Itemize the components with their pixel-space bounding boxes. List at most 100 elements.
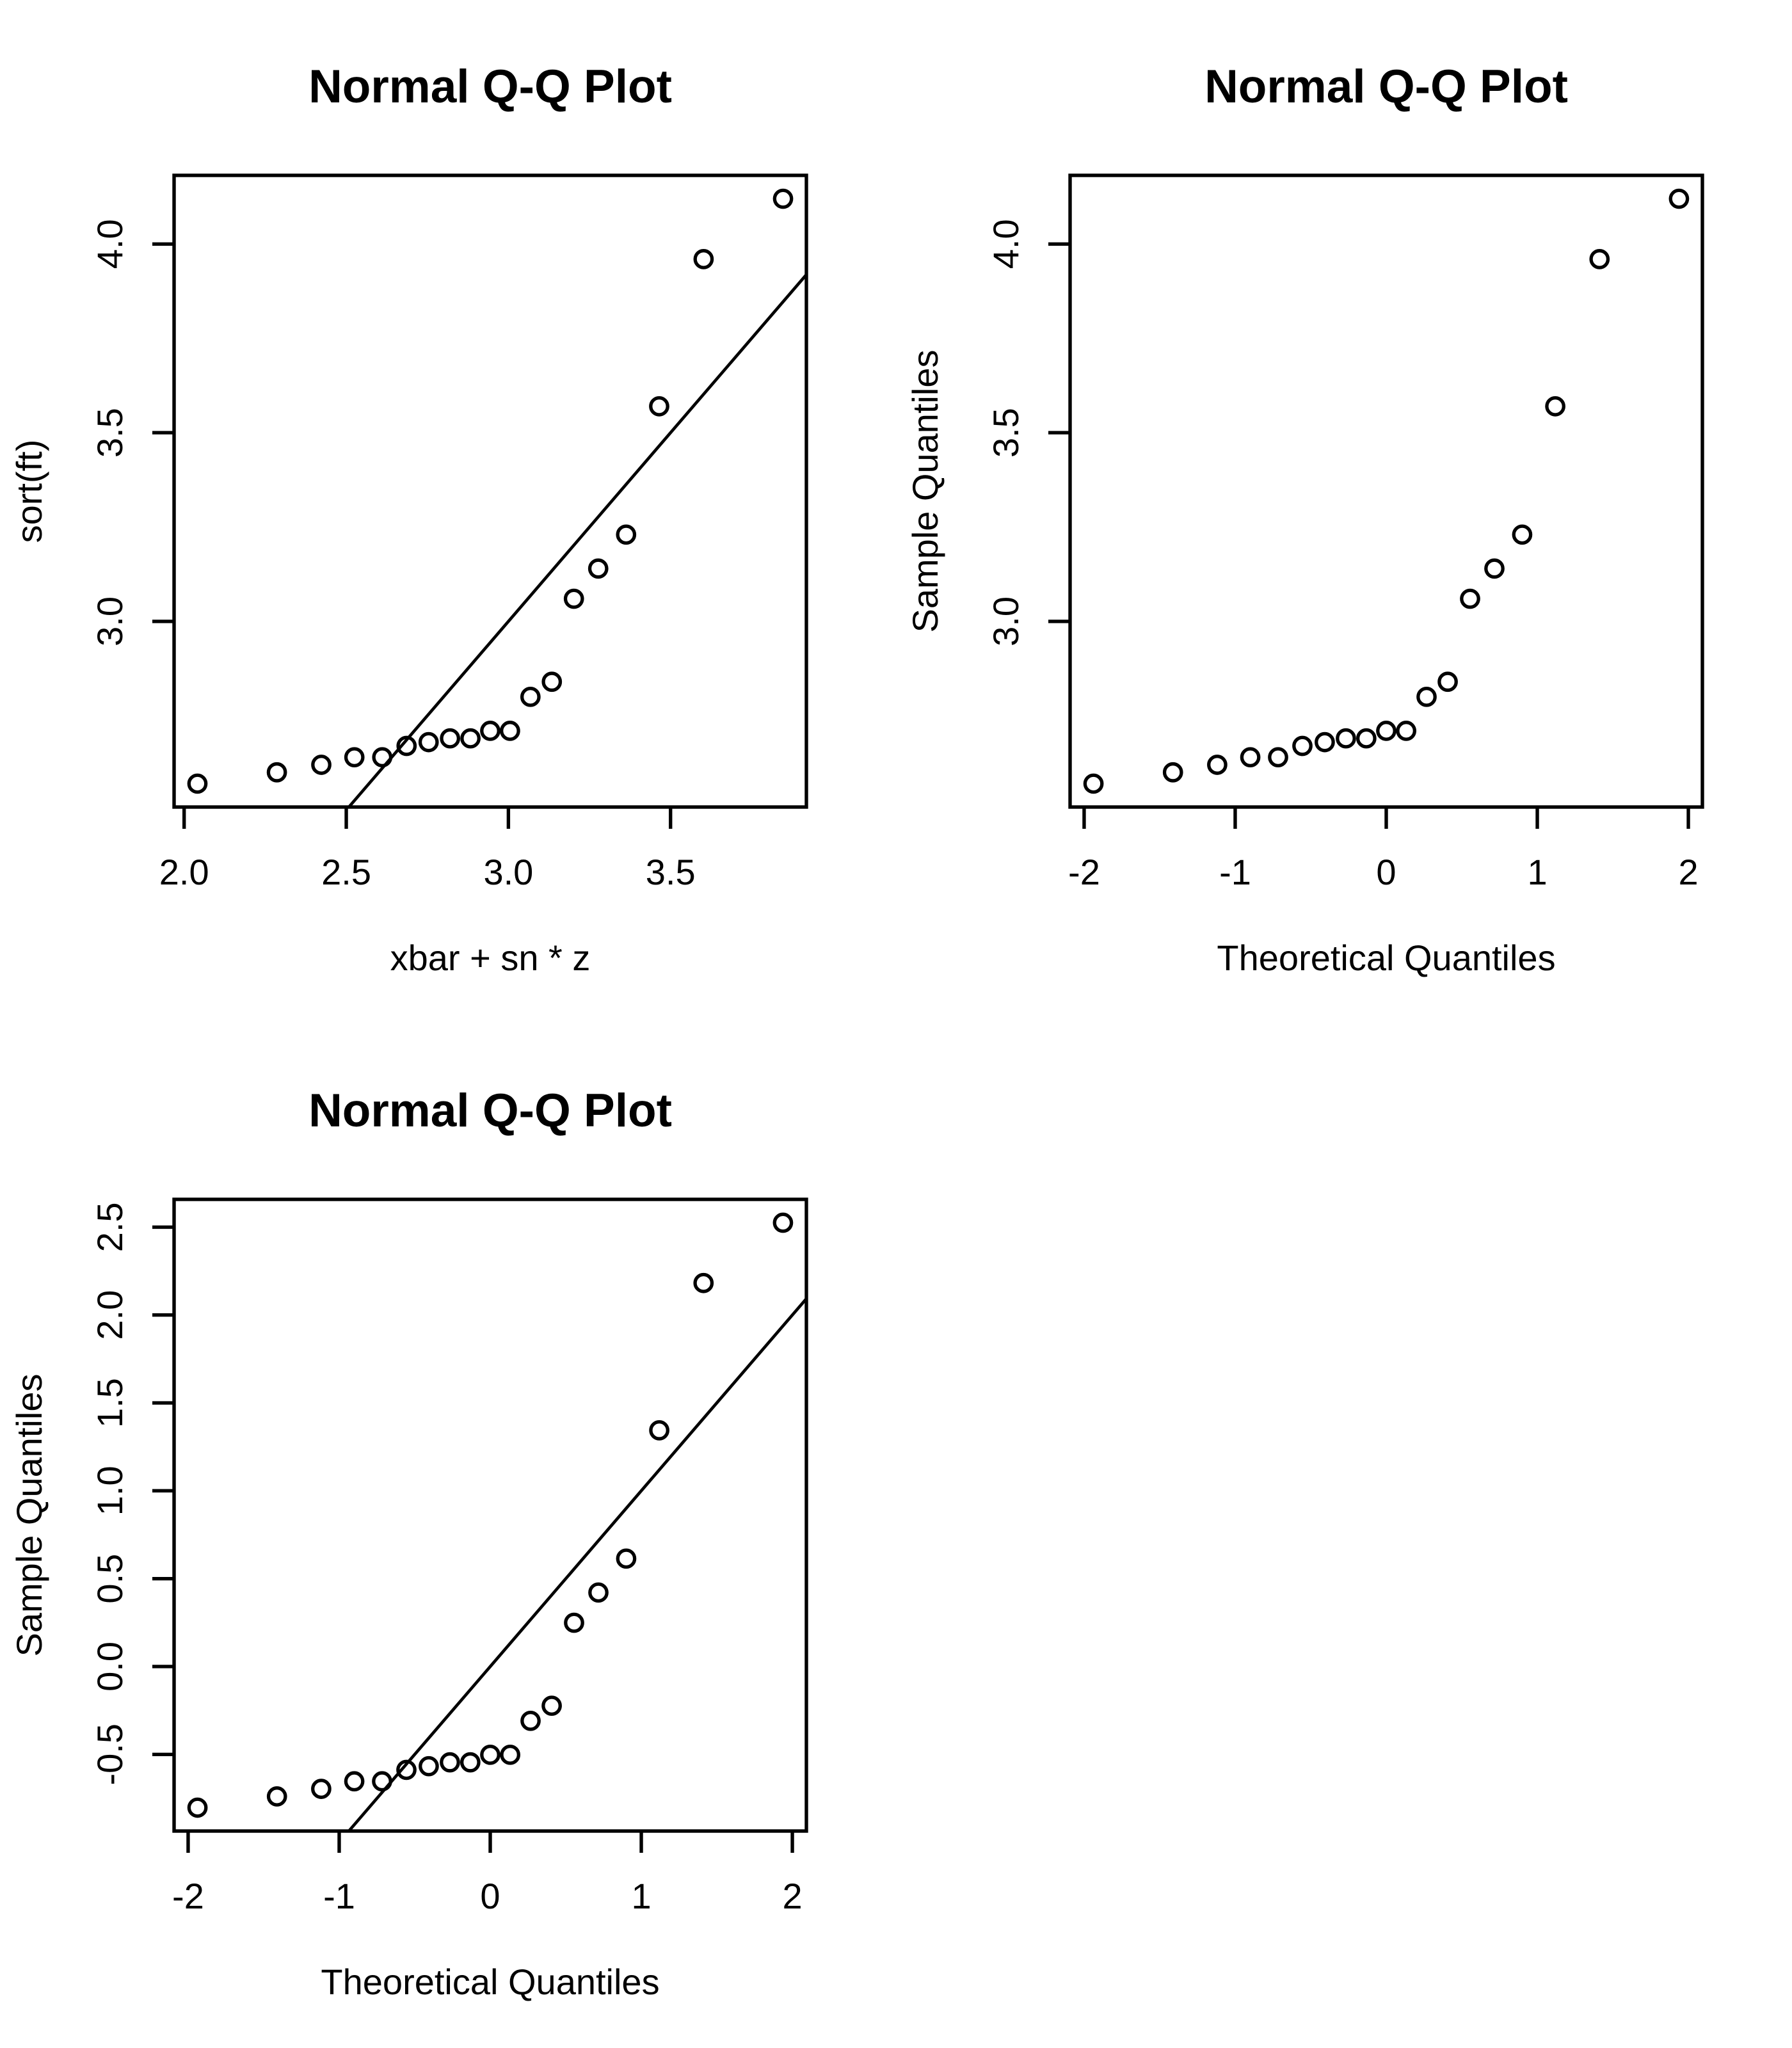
data-point [616, 1548, 637, 1569]
data-point [480, 721, 500, 741]
data-point [520, 1710, 541, 1731]
y-tick-label: 2.5 [90, 1202, 130, 1252]
y-tick-label: 3.5 [90, 408, 130, 458]
data-point [1396, 721, 1417, 741]
x-axis-label: xbar + sn * z [390, 938, 591, 978]
x-tick-label: 0 [480, 1876, 500, 1916]
data-point [1162, 762, 1183, 783]
data-point [693, 1272, 714, 1293]
y-axis-label: sort(ft) [9, 440, 49, 543]
data-point [588, 558, 609, 579]
data-point [772, 1212, 794, 1233]
data-point [1207, 755, 1228, 775]
y-tick-label: -0.5 [90, 1724, 130, 1786]
x-tick-label: 2.5 [321, 852, 371, 892]
y-axis-label: Sample Quantiles [9, 1373, 49, 1656]
data-point [564, 1612, 584, 1633]
data-point [460, 1752, 481, 1773]
reference-line [348, 1297, 808, 1832]
y-tick-label: 3.0 [90, 596, 130, 646]
data-point [1336, 728, 1356, 749]
plot-box [172, 1197, 808, 1833]
data-point [616, 524, 637, 545]
x-tick-label: -1 [1219, 852, 1251, 892]
data-point [1512, 524, 1533, 545]
plot-title: Normal Q-Q Plot [1204, 61, 1568, 113]
y-tick-label: 1.5 [90, 1378, 130, 1428]
data-point [1083, 773, 1104, 794]
panel-top-left: 2.0 2.5 3.0 3.5 3.0 3.5 4.0 Normal Q-Q Plot xbar… [0, 0, 896, 1024]
data-point [1268, 747, 1288, 768]
x-tick-label: -1 [323, 1876, 355, 1916]
qq-plot-standardized: -2 -1 0 1 2 -0.5 0.0 0.5 1.0 1.5 2.0 2.5 Normal Q-Q … [9, 1085, 808, 2002]
data-point [311, 755, 332, 775]
y-axis-label: Sample Quantiles [905, 349, 945, 632]
data-point [1589, 249, 1610, 269]
plot-box [172, 173, 808, 809]
data-point [266, 1786, 287, 1807]
x-axis-label: Theoretical Quantiles [1217, 938, 1555, 978]
y-tick-label: 1.0 [90, 1466, 130, 1516]
data-point [418, 732, 439, 753]
plot-box [1068, 173, 1704, 809]
data-point [480, 1744, 500, 1765]
data-point [1416, 686, 1437, 707]
data-point [500, 721, 520, 741]
x-tick-label: 0 [1376, 852, 1396, 892]
x-tick-label: 2 [782, 1876, 802, 1916]
x-tick-label: 2 [1678, 852, 1698, 892]
data-point [772, 188, 794, 209]
x-tick-label: 1 [1527, 852, 1547, 892]
plot-title: Normal Q-Q Plot [308, 61, 672, 113]
data-point [649, 396, 669, 417]
x-tick-label: 2.0 [159, 852, 209, 892]
data-point [1545, 396, 1565, 417]
data-point [187, 1797, 208, 1818]
x-tick-label: 1 [631, 1876, 651, 1916]
qq-plot-raw-vs-fitted: 2.0 2.5 3.0 3.5 3.0 3.5 4.0 Normal Q-Q Plot xbar… [9, 61, 808, 978]
y-tick-label: 0.0 [90, 1642, 130, 1692]
x-tick-label: -2 [1068, 852, 1100, 892]
panel-top-right: -2 -1 0 1 2 3.0 3.5 4.0 Normal Q-Q Plot Theoretic… [896, 0, 1792, 1024]
x-tick-label: -2 [172, 1876, 204, 1916]
data-point [440, 728, 461, 749]
data-point [1484, 558, 1505, 579]
data-point [460, 728, 481, 749]
data-point [500, 1744, 521, 1765]
y-tick-label: 4.0 [986, 219, 1026, 269]
data-point [311, 1779, 332, 1799]
data-point [266, 762, 287, 783]
data-point [1460, 588, 1480, 609]
data-point [1668, 188, 1690, 209]
data-point [1356, 728, 1377, 749]
plot-title: Normal Q-Q Plot [308, 1085, 672, 1137]
data-point [1437, 671, 1458, 692]
data-point [440, 1752, 460, 1773]
reference-line [348, 273, 808, 808]
data-point [419, 1756, 439, 1777]
panel-bottom-left: -2 -1 0 1 2 -0.5 0.0 0.5 1.0 1.5 2.0 2.5 Normal Q-Q … [0, 1024, 896, 2048]
y-tick-label: 3.5 [986, 408, 1026, 458]
data-point [541, 671, 563, 692]
data-point [372, 747, 393, 768]
data-point [649, 1420, 669, 1441]
data-point [693, 249, 714, 269]
qq-plot-qqnorm: -2 -1 0 1 2 3.0 3.5 4.0 Normal Q-Q Plot Theoretic… [905, 61, 1704, 978]
data-point [1315, 732, 1335, 753]
y-tick-label: 0.5 [90, 1554, 130, 1604]
data-point [563, 588, 584, 609]
data-point [396, 1759, 417, 1780]
data-point [1292, 735, 1313, 756]
x-tick-label: 3.5 [646, 852, 696, 892]
data-point [588, 1582, 609, 1603]
data-point [520, 686, 541, 707]
data-point [344, 1771, 365, 1792]
y-tick-label: 4.0 [90, 219, 130, 269]
data-point [541, 1695, 562, 1716]
data-point [396, 735, 417, 756]
data-point [187, 773, 208, 794]
data-point [372, 1771, 392, 1792]
y-tick-label: 2.0 [90, 1290, 130, 1340]
x-tick-label: 3.0 [483, 852, 533, 892]
